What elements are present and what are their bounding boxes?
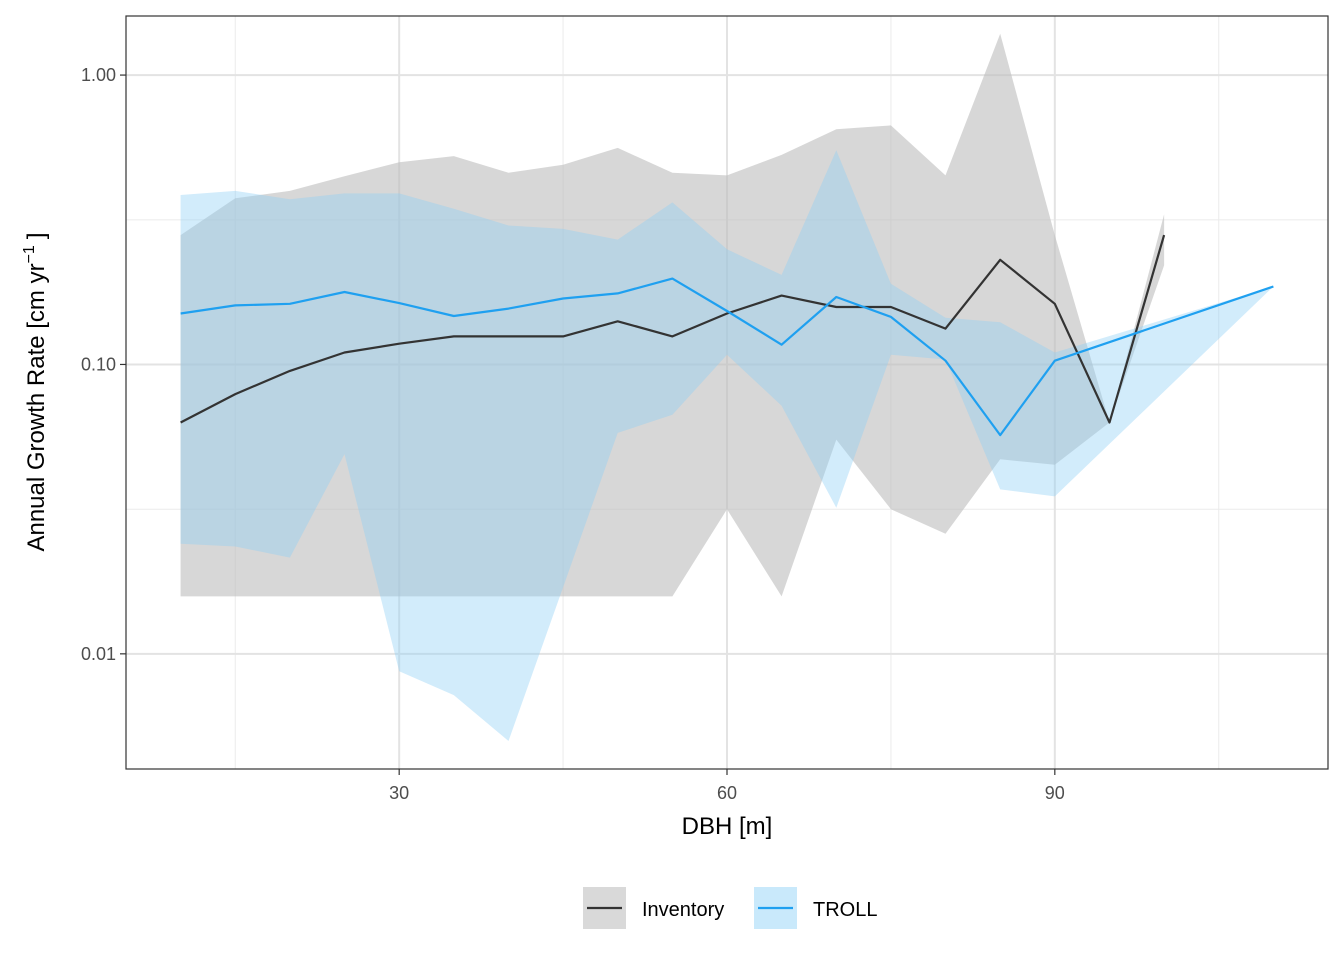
legend-label-troll: TROLL <box>813 899 877 921</box>
x-tick-label: 60 <box>717 783 737 803</box>
confidence-ribbons <box>180 33 1274 741</box>
line-troll <box>180 277 1274 437</box>
ribbon-inventory <box>180 33 1165 597</box>
legend: Inventory TROLL <box>583 887 877 929</box>
y-tick-label: 1.00 <box>81 65 116 85</box>
x-axis-title: DBH [m] <box>682 813 773 840</box>
legend-label-inventory: Inventory <box>642 899 724 921</box>
y-tick-label: 0.10 <box>81 354 116 374</box>
x-tick-label: 90 <box>1045 783 1065 803</box>
y-axis: 0.01 0.10 1.00 <box>81 65 126 664</box>
y-axis-title: Annual Growth Rate [cm yr−1] <box>21 232 50 551</box>
ribbon-troll <box>180 150 1274 741</box>
y-axis-title-close: ] <box>23 232 50 239</box>
series-lines <box>180 234 1274 437</box>
y-tick-label: 0.01 <box>81 644 116 664</box>
line-inventory <box>180 234 1166 424</box>
x-axis: 30 60 90 <box>389 769 1065 803</box>
y-axis-title-exponent: −1 <box>21 245 38 263</box>
x-tick-label: 30 <box>389 783 409 803</box>
y-axis-title-main: Annual Growth Rate [cm yr <box>23 263 50 551</box>
